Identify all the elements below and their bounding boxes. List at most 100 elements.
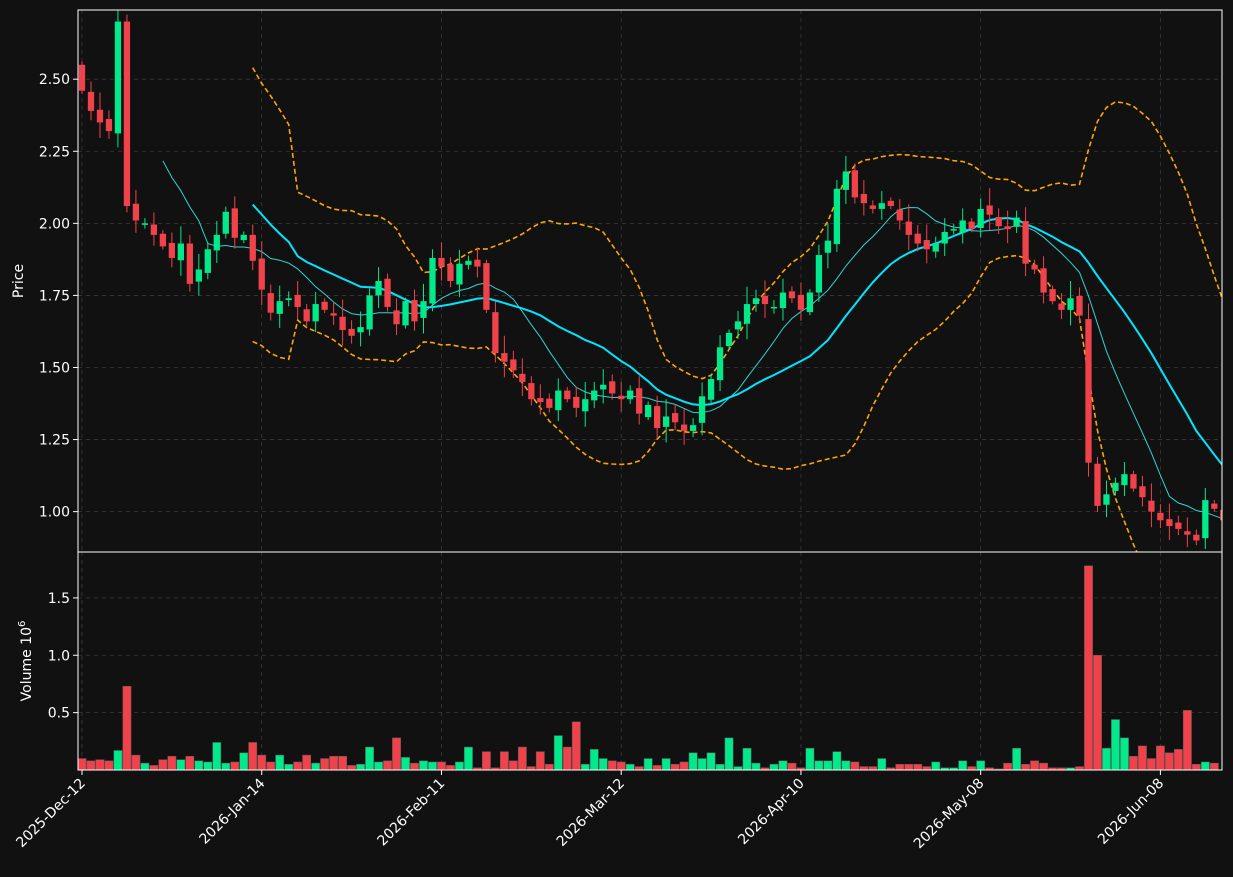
candle-body	[1184, 531, 1191, 535]
candle	[887, 197, 894, 210]
candle	[519, 358, 526, 396]
candle	[905, 204, 912, 251]
candle	[977, 198, 984, 238]
candle	[159, 230, 167, 250]
volume-bar	[1200, 761, 1210, 770]
volume-bar	[329, 755, 339, 770]
candle	[591, 381, 598, 409]
candle	[564, 387, 571, 403]
volume-bar	[113, 750, 123, 770]
candle-body	[1076, 295, 1083, 316]
candle	[1112, 477, 1119, 496]
volume-bar	[1156, 745, 1165, 770]
candle	[114, 10, 122, 148]
candle	[1148, 483, 1155, 528]
candle	[105, 110, 113, 139]
candle-body	[662, 416, 670, 427]
volume-bar	[1165, 752, 1174, 770]
candle-body	[447, 264, 454, 281]
candle-body	[519, 373, 526, 382]
volume-bar	[464, 746, 473, 770]
candle	[582, 381, 589, 427]
volume-panel-frame	[77, 551, 1223, 771]
price-y-axis: 1.00 1.25 1.50 1.75 2.00 2.25 2.50	[39, 72, 78, 521]
candle-body	[1193, 534, 1200, 541]
candle-body	[806, 292, 814, 313]
candle-body	[1202, 500, 1209, 539]
candle	[609, 374, 616, 400]
candle	[78, 61, 86, 94]
candle	[860, 180, 867, 216]
candle	[294, 281, 301, 320]
candle	[716, 335, 724, 392]
candle	[555, 378, 562, 422]
candle	[707, 373, 715, 405]
candle-body	[348, 328, 355, 336]
candle-body	[141, 223, 149, 225]
candle-body	[609, 381, 616, 394]
candle	[995, 208, 1002, 235]
candle-body	[393, 310, 400, 325]
candle	[869, 200, 876, 214]
volume-bar	[535, 751, 545, 770]
volume-y-tick-label: 0.5	[48, 706, 70, 722]
candle-body	[636, 388, 643, 414]
fast-ma-line	[162, 160, 1222, 519]
candle	[186, 234, 193, 292]
x-tick-label: 2026-Jun-08	[1095, 776, 1167, 848]
volume-bar	[437, 761, 446, 770]
volume-bar	[580, 764, 590, 770]
volume-bar	[185, 755, 195, 770]
candle-body	[716, 347, 724, 381]
volume-bar	[589, 749, 599, 770]
volume-bar	[508, 760, 518, 770]
candle-body	[429, 257, 436, 304]
lower-band-line	[252, 254, 1138, 552]
candle-body	[267, 293, 274, 313]
candle	[1004, 210, 1011, 244]
candle-body	[177, 243, 184, 261]
candle-body	[698, 396, 706, 423]
volume-bar	[1012, 747, 1021, 770]
candle-body	[878, 203, 885, 209]
candle-body	[321, 301, 328, 310]
price-y-tick-label: 1.75	[39, 288, 70, 304]
volume-bar	[823, 760, 833, 770]
candle-body	[941, 231, 948, 244]
candle-body	[995, 216, 1002, 227]
candle-body	[923, 240, 930, 250]
price-y-tick-label: 2.50	[39, 72, 70, 88]
volume-bar	[1003, 762, 1013, 770]
volume-bar	[751, 762, 761, 770]
volume-bar	[230, 761, 240, 770]
candle	[1031, 259, 1038, 275]
candle-body	[860, 193, 867, 204]
candle	[600, 369, 607, 404]
volume-y-axis-label: Volume 106	[17, 621, 35, 702]
candle	[303, 304, 310, 327]
volume-bar	[1209, 762, 1219, 770]
candle-body	[555, 390, 562, 411]
volume-bar	[805, 747, 815, 770]
volume-bar	[86, 760, 96, 770]
volume-bar	[958, 760, 968, 770]
volume-bar	[221, 762, 231, 770]
candle	[240, 231, 247, 244]
candle-body	[150, 224, 158, 235]
candle	[950, 223, 957, 235]
volume-bar	[625, 764, 635, 770]
volume-bar	[976, 760, 986, 770]
candle-body	[1031, 264, 1038, 270]
candle	[654, 395, 661, 438]
volume-bar	[778, 760, 788, 770]
candle	[195, 253, 202, 296]
candle-body	[788, 291, 796, 299]
candle	[1040, 256, 1047, 304]
candle-body	[1166, 519, 1173, 527]
candle-body	[743, 304, 751, 324]
candle-body	[950, 229, 957, 231]
candle-body	[294, 294, 301, 307]
volume-bar	[257, 754, 267, 770]
volume-bar	[1102, 747, 1111, 770]
